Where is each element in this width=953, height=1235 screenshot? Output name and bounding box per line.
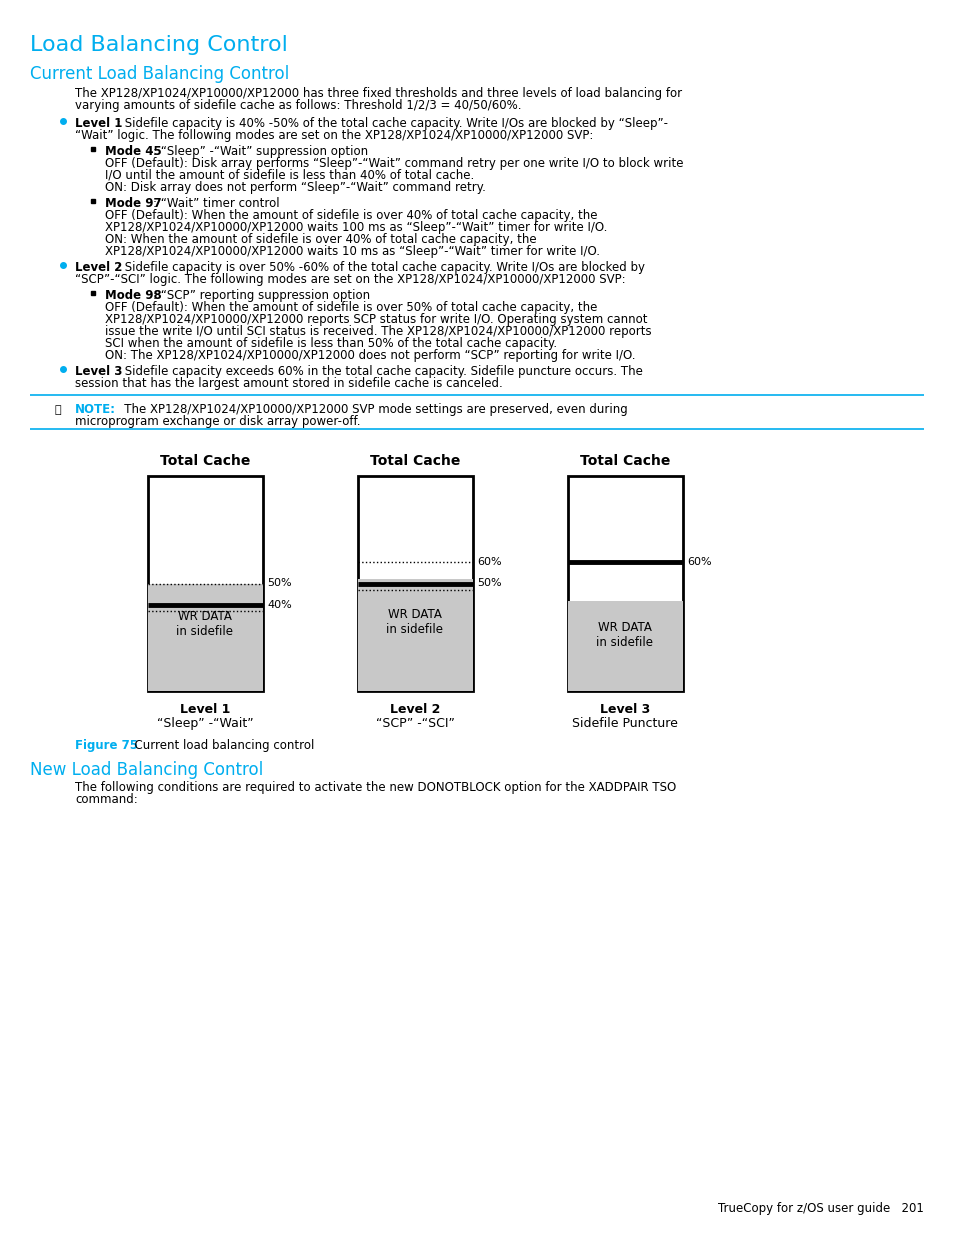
Text: Level 2: Level 2	[75, 261, 122, 274]
Text: OFF (Default): When the amount of sidefile is over 50% of total cache capacity, : OFF (Default): When the amount of sidefi…	[105, 301, 597, 314]
Bar	[357, 475, 473, 692]
Bar	[357, 579, 473, 692]
Text: Total Cache: Total Cache	[370, 454, 459, 468]
Text: Level 2: Level 2	[390, 703, 439, 716]
Text: Level 1: Level 1	[75, 117, 122, 130]
Text: ON: When the amount of sidefile is over 40% of total cache capacity, the: ON: When the amount of sidefile is over …	[105, 233, 536, 246]
Text: issue the write I/O until SCI status is received. The XP128/XP1024/XP10000/XP120: issue the write I/O until SCI status is …	[105, 325, 651, 338]
Bar	[148, 583, 263, 692]
Text: Mode 45: Mode 45	[105, 144, 162, 158]
Bar	[148, 475, 263, 692]
Text: : Sidefile capacity exceeds 60% in the total cache capacity. Sidefile puncture o: : Sidefile capacity exceeds 60% in the t…	[117, 366, 642, 378]
Text: “SCP”-“SCI” logic. The following modes are set on the XP128/XP1024/XP10000/XP120: “SCP”-“SCI” logic. The following modes a…	[75, 273, 625, 287]
Text: Mode 98: Mode 98	[105, 289, 162, 303]
Bar	[567, 475, 682, 692]
Text: ON: The XP128/XP1024/XP10000/XP12000 does not perform “SCP” reporting for write : ON: The XP128/XP1024/XP10000/XP12000 doe…	[105, 350, 635, 362]
Text: : “SCP” reporting suppression option: : “SCP” reporting suppression option	[152, 289, 370, 303]
Text: Sidefile Puncture: Sidefile Puncture	[572, 718, 678, 730]
Text: “Wait” logic. The following modes are set on the XP128/XP1024/XP10000/XP12000 SV: “Wait” logic. The following modes are se…	[75, 128, 593, 142]
Text: 60%: 60%	[686, 557, 711, 567]
Text: “Sleep” -“Wait”: “Sleep” -“Wait”	[156, 718, 253, 730]
Text: Total Cache: Total Cache	[579, 454, 670, 468]
Text: : “Wait” timer control: : “Wait” timer control	[152, 198, 279, 210]
Text: The XP128/XP1024/XP10000/XP12000 has three fixed thresholds and three levels of : The XP128/XP1024/XP10000/XP12000 has thr…	[75, 86, 681, 100]
Text: : Sidefile capacity is 40% -50% of the total cache capacity. Write I/Os are bloc: : Sidefile capacity is 40% -50% of the t…	[117, 117, 667, 130]
Text: New Load Balancing Control: New Load Balancing Control	[30, 761, 263, 779]
Text: varying amounts of sidefile cache as follows: Threshold 1/2/3 = 40/50/60%.: varying amounts of sidefile cache as fol…	[75, 99, 521, 112]
Text: Current load balancing control: Current load balancing control	[127, 739, 314, 752]
Text: NOTE:: NOTE:	[75, 403, 116, 416]
Text: TrueCopy for z/OS user guide   201: TrueCopy for z/OS user guide 201	[718, 1202, 923, 1215]
Text: Level 1: Level 1	[179, 703, 230, 716]
Text: WR DATA
in sidefile: WR DATA in sidefile	[596, 621, 653, 650]
Text: XP128/XP1024/XP10000/XP12000 reports SCP status for write I/O. Operating system : XP128/XP1024/XP10000/XP12000 reports SCP…	[105, 312, 647, 326]
Text: WR DATA
in sidefile: WR DATA in sidefile	[176, 610, 233, 638]
Text: Level 3: Level 3	[75, 366, 122, 378]
Text: I/O until the amount of sidefile is less than 40% of total cache.: I/O until the amount of sidefile is less…	[105, 169, 474, 182]
Text: microprogram exchange or disk array power-off.: microprogram exchange or disk array powe…	[75, 415, 360, 429]
Text: : Sidefile capacity is over 50% -60% of the total cache capacity. Write I/Os are: : Sidefile capacity is over 50% -60% of …	[117, 261, 644, 274]
Text: 50%: 50%	[476, 578, 501, 589]
Text: 📋: 📋	[55, 405, 62, 415]
Text: : “Sleep” -“Wait” suppression option: : “Sleep” -“Wait” suppression option	[152, 144, 368, 158]
Text: Current Load Balancing Control: Current Load Balancing Control	[30, 65, 289, 83]
Text: 40%: 40%	[267, 600, 292, 610]
Text: 60%: 60%	[476, 557, 501, 567]
Text: Total Cache: Total Cache	[160, 454, 250, 468]
Text: 50%: 50%	[267, 578, 292, 589]
Text: Mode 97: Mode 97	[105, 198, 161, 210]
Text: ON: Disk array does not perform “Sleep”-“Wait” command retry.: ON: Disk array does not perform “Sleep”-…	[105, 182, 485, 194]
Text: XP128/XP1024/XP10000/XP12000 waits 10 ms as “Sleep”-“Wait” timer for write I/O.: XP128/XP1024/XP10000/XP12000 waits 10 ms…	[105, 245, 599, 258]
Text: SCI when the amount of sidefile is less than 50% of the total cache capacity.: SCI when the amount of sidefile is less …	[105, 337, 557, 350]
Bar	[567, 600, 682, 692]
Text: OFF (Default): Disk array performs “Sleep”-“Wait” command retry per one write I/: OFF (Default): Disk array performs “Slee…	[105, 157, 682, 170]
Text: The XP128/XP1024/XP10000/XP12000 SVP mode settings are preserved, even during: The XP128/XP1024/XP10000/XP12000 SVP mod…	[112, 403, 627, 416]
Text: OFF (Default): When the amount of sidefile is over 40% of total cache capacity, : OFF (Default): When the amount of sidefi…	[105, 209, 597, 222]
Text: XP128/XP1024/XP10000/XP12000 waits 100 ms as “Sleep”-“Wait” timer for write I/O.: XP128/XP1024/XP10000/XP12000 waits 100 m…	[105, 221, 607, 233]
Text: Level 3: Level 3	[599, 703, 649, 716]
Text: session that has the largest amount stored in sidefile cache is canceled.: session that has the largest amount stor…	[75, 377, 502, 390]
Text: Figure 75: Figure 75	[75, 739, 138, 752]
Text: “SCP” -“SCI”: “SCP” -“SCI”	[375, 718, 454, 730]
Text: command:: command:	[75, 793, 137, 806]
Text: WR DATA
in sidefile: WR DATA in sidefile	[386, 608, 443, 636]
Text: The following conditions are required to activate the new DONOTBLOCK option for : The following conditions are required to…	[75, 781, 676, 794]
Text: Load Balancing Control: Load Balancing Control	[30, 35, 288, 56]
